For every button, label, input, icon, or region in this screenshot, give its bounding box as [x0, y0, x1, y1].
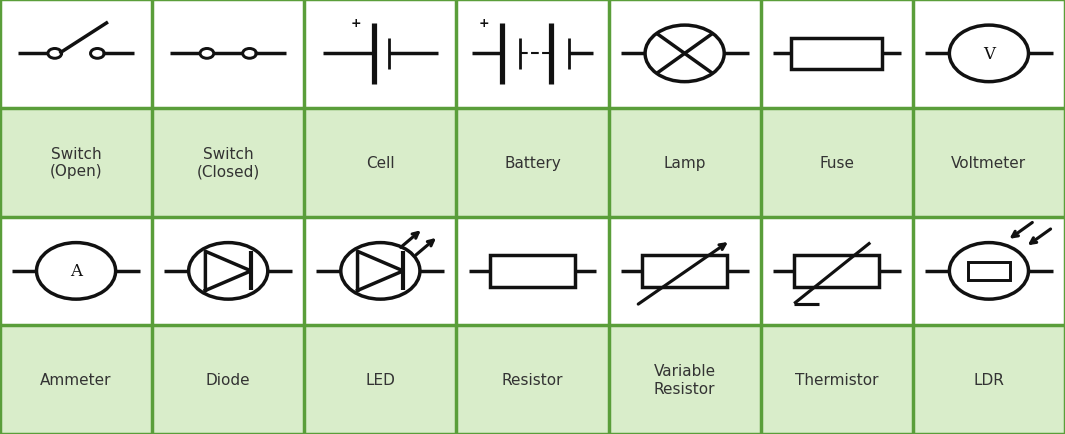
Circle shape	[91, 49, 104, 59]
Text: Voltmeter: Voltmeter	[951, 155, 1027, 170]
Bar	[0, 326, 152, 434]
Bar	[791, 39, 883, 69]
Text: Switch
(Open): Switch (Open)	[50, 147, 102, 179]
Bar	[968, 263, 1011, 280]
Text: Resistor: Resistor	[502, 372, 563, 387]
Circle shape	[48, 49, 62, 59]
Bar	[0, 108, 152, 217]
Text: Fuse: Fuse	[819, 155, 854, 170]
Bar	[760, 326, 913, 434]
Bar	[913, 108, 1065, 217]
Bar	[608, 108, 760, 217]
Circle shape	[200, 49, 214, 59]
Text: Variable
Resistor: Variable Resistor	[654, 364, 716, 396]
Text: Lamp: Lamp	[663, 155, 706, 170]
Bar	[457, 326, 608, 434]
Circle shape	[243, 49, 257, 59]
Text: A: A	[70, 263, 82, 280]
Bar	[305, 326, 457, 434]
Text: Thermistor: Thermistor	[796, 372, 879, 387]
Text: LDR: LDR	[973, 372, 1004, 387]
Text: LED: LED	[365, 372, 395, 387]
Text: Ammeter: Ammeter	[40, 372, 112, 387]
Bar	[305, 108, 457, 217]
Circle shape	[949, 243, 1029, 299]
Text: +: +	[478, 17, 489, 30]
Bar	[642, 255, 727, 287]
Bar	[152, 108, 305, 217]
Text: +: +	[350, 17, 361, 30]
Circle shape	[341, 243, 420, 299]
Bar	[608, 326, 760, 434]
Circle shape	[949, 26, 1029, 82]
Bar	[913, 326, 1065, 434]
Bar	[794, 255, 880, 287]
Bar	[152, 326, 305, 434]
Text: Diode: Diode	[206, 372, 250, 387]
Circle shape	[189, 243, 267, 299]
Text: V: V	[983, 46, 995, 63]
Circle shape	[36, 243, 116, 299]
Bar	[760, 108, 913, 217]
Bar	[490, 255, 575, 287]
Circle shape	[645, 26, 724, 82]
Bar	[457, 108, 608, 217]
Text: Cell: Cell	[366, 155, 395, 170]
Text: Switch
(Closed): Switch (Closed)	[197, 147, 260, 179]
Text: Battery: Battery	[504, 155, 561, 170]
